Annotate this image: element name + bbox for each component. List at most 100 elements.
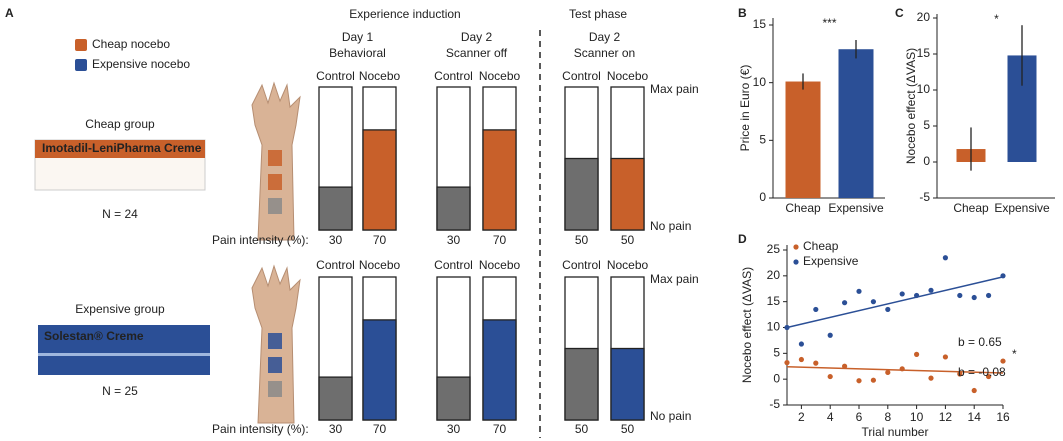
pain-bar [362,319,397,421]
condition-label: Nocebo [479,69,521,83]
arm-patch [268,357,282,373]
bar [785,81,821,198]
point [885,306,891,313]
scale-min: No pain [650,219,691,233]
y-tick-label: 0 [923,154,930,168]
pain-bar [482,319,517,421]
significance: * [994,12,999,26]
arm-patch [268,381,282,397]
condition-label: Nocebo [359,258,401,272]
pain-value: 30 [447,233,461,247]
arm-patch [268,333,282,349]
y-axis-label: Price in Euro (€) [738,65,752,152]
point [870,377,877,383]
arm-patch [268,174,282,190]
header: Test phase [569,7,627,21]
point [856,288,862,294]
product-box [38,325,210,375]
point [870,299,877,305]
condition-label: Nocebo [607,258,649,272]
significance: * [1012,347,1017,361]
y-tick-label: 0 [759,190,766,204]
trend-line [786,366,1004,374]
point [942,255,949,261]
y-axis-label: Nocebo effect (ΔVAS) [740,267,754,383]
point [971,387,977,394]
condition-label: Control [316,258,355,272]
legend-marker [793,259,799,265]
point [813,360,819,366]
pain-value: 50 [621,422,635,436]
product-name: Solestan® Creme [44,329,144,343]
column-session: Behavioral [329,46,386,60]
point [914,351,920,357]
condition-label: Control [434,258,473,272]
group-size: N = 24 [102,207,138,221]
y-tick-label: 5 [773,346,780,360]
pain-bar [564,157,599,231]
product-stripe [38,353,210,356]
x-tick-label: 6 [856,410,863,424]
column-day: Day 2 [589,30,621,44]
intensity-label: Pain intensity (%): [212,422,309,436]
point [784,360,790,366]
condition-label: Nocebo [607,69,649,83]
pain-bar [436,376,471,421]
point [986,292,992,299]
condition-label: Control [434,69,473,83]
pain-bar [610,157,645,231]
scale-max: Max pain [650,272,699,286]
x-tick-label: 16 [996,410,1010,424]
y-axis-label: Nocebo effect (ΔVAS) [904,48,918,164]
column-session: Scanner on [574,46,635,60]
panel-label: A [5,6,14,20]
x-tick-label: Expensive [994,201,1050,215]
pain-bar [482,129,517,231]
arm-patch [268,150,282,166]
point [798,356,805,363]
point [827,373,833,380]
point [827,332,833,338]
x-tick-label: 12 [939,410,953,424]
point [899,366,905,372]
y-tick-label: 15 [753,17,767,31]
legend-swatch [75,39,87,51]
pain-value: 70 [493,422,507,436]
y-tick-label: 15 [917,46,931,60]
pain-value: 30 [329,422,343,436]
legend-swatch [75,59,87,71]
y-tick-label: 20 [767,268,781,282]
pain-value: 50 [575,233,589,247]
x-tick-label: 4 [827,410,834,424]
condition-label: Nocebo [479,258,521,272]
point [1000,273,1006,279]
legend-marker [793,244,799,250]
y-tick-label: 20 [917,10,931,24]
x-tick-label: 8 [884,410,891,424]
pain-bar [318,186,353,231]
point [842,363,848,369]
point [971,294,977,301]
pain-value: 70 [493,233,507,247]
y-tick-label: 15 [767,294,781,308]
panel-label: D [738,232,747,246]
y-tick-label: 5 [759,133,766,147]
point [986,373,992,380]
pain-bar [362,129,397,231]
point [928,375,934,381]
x-tick-label: 10 [910,410,924,424]
legend-label: Cheap [803,239,839,253]
arm-patch [268,198,282,214]
group-name: Cheap group [85,117,155,131]
y-tick-label: 0 [773,371,780,385]
pain-value: 70 [373,233,387,247]
x-tick-label: 14 [968,410,982,424]
x-tick-label: Expensive [828,201,884,215]
y-tick-label: 10 [767,320,781,334]
y-tick-label: -5 [769,397,780,411]
point [942,354,949,360]
product-name: Imotadil-LeniPharma Creme [42,141,202,155]
y-tick-label: 5 [923,118,930,132]
trend-line [786,276,1004,329]
